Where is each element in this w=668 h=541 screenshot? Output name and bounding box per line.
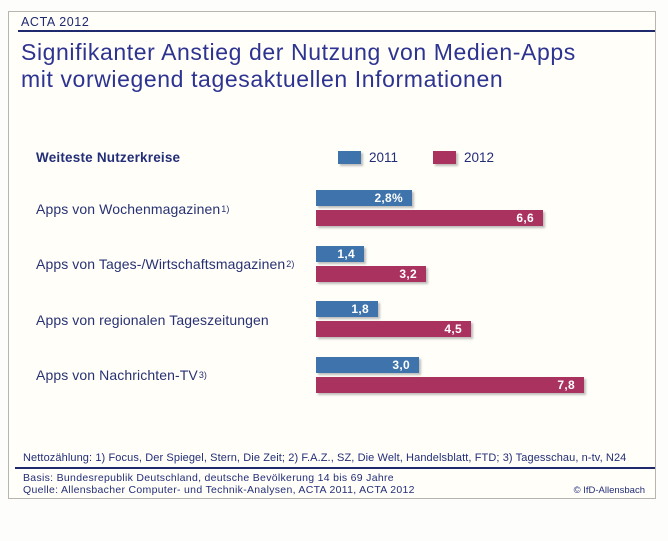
bar-value-label: 3,0 [392, 357, 410, 372]
bar-2012: 7,8 [316, 376, 584, 393]
chart-row-wochenmagazine: Apps von Wochenmagazinen 1) 2,8% 6,6 [9, 190, 655, 227]
legend-swatch-2012 [433, 151, 456, 164]
bar-2011: 3,0 [316, 356, 419, 373]
footer-quelle: Quelle: Allensbacher Computer- und Techn… [23, 484, 415, 496]
bar-value-label: 7,8 [557, 377, 575, 392]
footnote-nettozaehlung: Nettozählung: 1) Focus, Der Spiegel, Ste… [23, 452, 627, 464]
slide-frame: ACTA 2012 Signifikanter Anstieg der Nutz… [8, 11, 656, 499]
legend-item-2011: 2011 [338, 150, 398, 165]
footer-basis: Basis: Bundesrepublik Deutschland, deuts… [23, 472, 394, 484]
bar-value-label: 6,6 [516, 211, 534, 225]
footer-rule [15, 467, 655, 469]
bar-2012: 4,5 [316, 321, 471, 337]
bar-value-label: 3,2 [399, 266, 417, 281]
bar-value-label: 1,8 [351, 302, 369, 316]
bar-group: 2,8% 6,6 [316, 190, 543, 226]
page-title: Signifikanter Anstieg der Nutzung von Me… [21, 39, 649, 93]
chart-row-wirtschaftsmagazine: Apps von Tages-/Wirtschaftsmagazinen 2) 1… [9, 245, 655, 283]
bar-value-label: 1,4 [337, 246, 355, 261]
bar-2011: 1,4 [316, 245, 364, 262]
bar-2012: 3,2 [316, 265, 426, 282]
bar-2011: 1,8 [316, 301, 378, 317]
bar-2012: 6,6 [316, 210, 543, 226]
bar-group: 1,4 3,2 [316, 245, 426, 282]
category-label: Apps von regionalen Tageszeitungen [36, 311, 269, 328]
header-rule [18, 30, 655, 32]
bar-group: 1,8 4,5 [316, 301, 471, 337]
report-label: ACTA 2012 [21, 15, 90, 29]
legend-swatch-2011 [338, 151, 361, 164]
page-title-line1: Signifikanter Anstieg der Nutzung von Me… [21, 39, 576, 65]
legend-label-2012: 2012 [464, 150, 495, 165]
page-title-line2: mit vorwiegend tagesaktuellen Informatio… [21, 66, 504, 92]
chart-row-tageszeitungen: Apps von regionalen Tageszeitungen 1,8 4… [9, 301, 655, 338]
legend-caption: Weiteste Nutzerkreise [36, 150, 181, 165]
footer-copyright: © IfD-Allensbach [573, 485, 645, 496]
bar-value-label: 2,8% [374, 191, 403, 205]
bar-value-label: 4,5 [444, 322, 462, 336]
bar-group: 3,0 7,8 [316, 356, 584, 393]
bar-2011: 2,8% [316, 190, 412, 206]
category-label: Apps von Tages-/Wirtschaftsmagazinen 2) [36, 256, 295, 272]
legend-item-2012: 2012 [433, 150, 494, 165]
category-label: Apps von Nachrichten-TV 3) [36, 367, 208, 383]
category-label: Apps von Wochenmagazinen 1) [36, 200, 230, 217]
legend-label-2011: 2011 [369, 150, 399, 165]
chart-row-nachrichten-tv: Apps von Nachrichten-TV 3) 3,0 7,8 [9, 356, 655, 394]
